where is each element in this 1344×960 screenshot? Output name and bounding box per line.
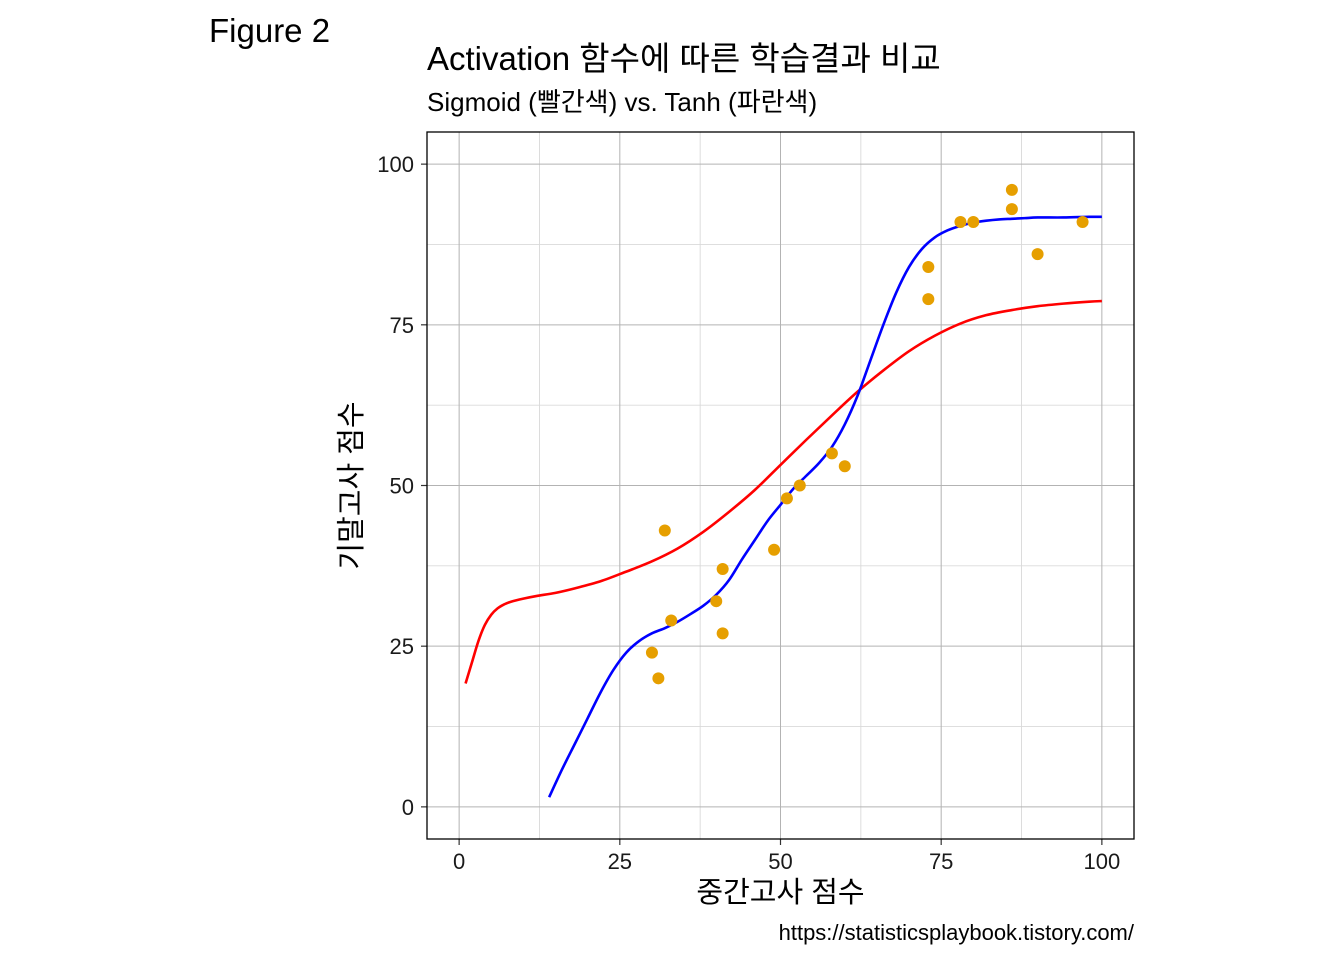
grid	[427, 132, 1134, 839]
y-tick-label: 0	[402, 795, 414, 820]
scatter-point	[716, 563, 729, 576]
scatter-point	[658, 524, 671, 537]
scatter-point	[1076, 215, 1089, 228]
scatter-point	[652, 672, 665, 685]
y-tick-label: 25	[390, 634, 414, 659]
scatter-point	[1005, 203, 1018, 216]
scatter-point	[665, 614, 678, 627]
y-tick-label: 75	[390, 313, 414, 338]
y-tick-label: 100	[377, 152, 414, 177]
x-tick-label: 25	[608, 849, 632, 874]
fitted-lines	[464, 215, 1102, 798]
x-tick-label: 75	[929, 849, 953, 874]
figure-label: Figure 2	[209, 12, 330, 49]
source-url: https://statisticsplaybook.tistory.com/	[779, 920, 1135, 945]
chart-subtitle: Sigmoid (빨간색) vs. Tanh (파란색)	[427, 87, 817, 117]
scatter-point	[716, 627, 729, 640]
scatter-point	[768, 543, 781, 556]
scatter-point	[645, 646, 658, 659]
x-tick-label: 100	[1084, 849, 1121, 874]
x-tick-label: 0	[453, 849, 465, 874]
scatter-point	[1005, 183, 1018, 196]
plot-panel-border	[426, 131, 1135, 840]
scatter-point	[954, 215, 967, 228]
tanh-fit-line	[547, 215, 1102, 798]
scatter-point	[780, 492, 793, 505]
y-tick-label: 50	[390, 474, 414, 499]
scatter-point	[838, 460, 851, 473]
scatter-point	[793, 479, 806, 492]
scatter-point	[922, 293, 935, 306]
scatter-point	[1031, 248, 1044, 261]
chart-title: Activation 함수에 따른 학습결과 비교	[427, 40, 941, 77]
scatter-point	[825, 447, 838, 460]
x-axis-label: 중간고사 점수	[696, 877, 864, 909]
scatter-point	[710, 595, 723, 608]
scatter-point	[967, 215, 980, 228]
y-axis-label: 기말고사 점수	[336, 401, 368, 569]
x-tick-label: 50	[768, 849, 792, 874]
scatter-point	[922, 260, 935, 273]
sigmoid-fit-line	[464, 299, 1102, 684]
data-points	[645, 183, 1089, 685]
axes: 0 25 50 75 100 0 25 50 75 100	[377, 152, 1120, 874]
